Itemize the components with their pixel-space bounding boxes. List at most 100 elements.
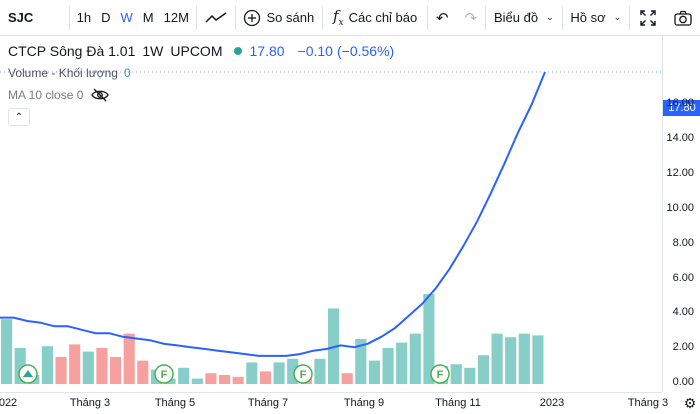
volume-bar (219, 375, 231, 384)
dividend-marker-label: F (437, 369, 444, 381)
volume-bar (55, 357, 67, 384)
screenshot-button[interactable] (666, 0, 700, 36)
volume-bar (232, 376, 244, 384)
volume-bar (368, 360, 380, 384)
instrument-exchange: UPCOM (170, 43, 223, 59)
last-price-badge: 17.80 (663, 100, 700, 116)
instrument-interval: 1W (142, 43, 164, 59)
volume-legend-label: Volume - Khối lượng (8, 66, 118, 80)
undo-button[interactable]: ↶ (428, 0, 457, 36)
volume-bar (14, 348, 26, 384)
price-tick-label: 14.00 (666, 132, 694, 145)
volume-bar (423, 294, 435, 384)
dividend-marker-label: F (300, 369, 307, 381)
eye-off-icon[interactable] (91, 88, 110, 102)
legend-collapse-row: ⌃ (8, 106, 401, 128)
gear-icon: ⚙ (683, 394, 697, 411)
volume-bar (382, 348, 394, 384)
volume-bar (110, 357, 122, 384)
volume-bar (137, 360, 149, 384)
price-tick-label: 0.00 (672, 376, 694, 388)
price-tick-label: 6.00 (672, 271, 694, 284)
volume-bar (246, 362, 258, 384)
dividend-marker[interactable]: F (293, 364, 313, 384)
interval-d-button[interactable]: D (101, 10, 111, 25)
camera-icon (674, 10, 692, 26)
split-marker-icon (23, 370, 33, 377)
indicators-button[interactable]: fx Các chỉ báo (323, 0, 427, 36)
time-tick-label: Tháng 7 (247, 397, 289, 409)
legend-title-row: CTCP Sông Đà 1.01 1W UPCOM 17.80 −0.10 (… (8, 40, 401, 62)
dividend-marker[interactable]: F (154, 364, 174, 384)
price-tick-label: 16.00 (666, 97, 694, 110)
volume-bar (178, 367, 190, 384)
volume-bar (314, 358, 326, 384)
toolbar-divider (68, 5, 70, 30)
chevron-up-icon: ⌃ (14, 111, 24, 123)
interval-w-button[interactable]: W (120, 10, 133, 25)
price-line-series (0, 71, 546, 357)
legend-change: −0.10 (297, 43, 333, 59)
volume-bar (450, 364, 462, 384)
volume-bar (191, 378, 203, 384)
toolbar-divider (234, 5, 236, 30)
volume-legend-row[interactable]: Volume - Khối lượng 0 (8, 62, 401, 84)
profile-dropdown[interactable]: Hồ sơ ⌄ (562, 0, 629, 36)
time-tick-label: 2023 (539, 397, 565, 409)
chart-settings-button[interactable]: ⚙ (680, 392, 700, 414)
instrument-name: CTCP Sông Đà 1.01 (8, 43, 136, 59)
chart-style-button[interactable] (197, 0, 235, 36)
time-tick-label: Tháng 11 (435, 397, 481, 409)
undo-icon: ↶ (436, 9, 449, 27)
volume-bar (464, 367, 476, 384)
toolbar-divider (322, 5, 323, 30)
volume-bar (341, 373, 353, 384)
volume-bar (41, 346, 53, 384)
legend-collapse-button[interactable]: ⌃ (8, 108, 30, 126)
chart-type-dropdown[interactable]: Biểu đồ ⌄ (486, 0, 562, 36)
redo-icon: ↷ (464, 9, 478, 27)
volume-bar (287, 358, 299, 384)
redo-button[interactable]: ↷ (457, 0, 486, 36)
price-tick-label: 4.00 (672, 306, 694, 319)
interval-1h-button[interactable]: 1h (76, 10, 92, 25)
ma-legend-row[interactable]: MA 10 close 0 (8, 84, 401, 106)
volume-bar (532, 335, 544, 384)
price-tick-label: 2.00 (672, 341, 694, 354)
legend-change-pct: (−0.56%) (336, 43, 395, 59)
compare-button[interactable]: So sánh (235, 0, 322, 36)
toolbar-divider (561, 5, 563, 30)
dividend-marker[interactable]: F (430, 364, 450, 384)
price-tick-label: 10.00 (666, 201, 694, 214)
time-axis[interactable]: 022 Tháng 3 Tháng 5 Tháng 7 Tháng 9 Tháng 11 2… (0, 392, 668, 414)
top-toolbar: SJC 1h D W M 12M So sánh fx Các chỉ báo … (0, 0, 700, 36)
volume-bar (123, 333, 135, 384)
volume-bar (1, 319, 13, 384)
interval-12m-button[interactable]: 12M (163, 10, 189, 25)
volume-bar (396, 342, 408, 384)
line-chart-icon (205, 11, 227, 23)
time-tick-label: Tháng 9 (343, 397, 385, 409)
indicators-label: Các chỉ báo (348, 10, 418, 25)
fullscreen-button[interactable] (630, 0, 666, 36)
chevron-down-icon: ⌄ (546, 12, 554, 22)
price-tick-label: 8.00 (672, 236, 694, 249)
symbol-search-button[interactable]: SJC (8, 10, 34, 25)
split-marker[interactable] (18, 364, 38, 384)
fullscreen-icon (640, 9, 656, 26)
price-scale[interactable]: 17.80 16.00 14.00 12.00 10.00 8.00 6.00 4.00 2.… (662, 36, 700, 392)
volume-bar (409, 333, 421, 384)
price-tick-label: 12.00 (666, 167, 694, 179)
chart-type-label: Biểu đồ (493, 10, 539, 25)
legend-last-price: 17.80 (249, 43, 285, 59)
volume-bar (69, 344, 81, 384)
volume-bar (205, 373, 217, 384)
volume-bar (82, 351, 94, 384)
volume-bar (505, 337, 517, 384)
volume-bar (259, 371, 271, 384)
volume-bar (273, 362, 285, 384)
time-tick-label: 022 (0, 397, 18, 409)
interval-m-button[interactable]: M (142, 10, 154, 25)
time-tick-label: Tháng 5 (154, 397, 196, 409)
